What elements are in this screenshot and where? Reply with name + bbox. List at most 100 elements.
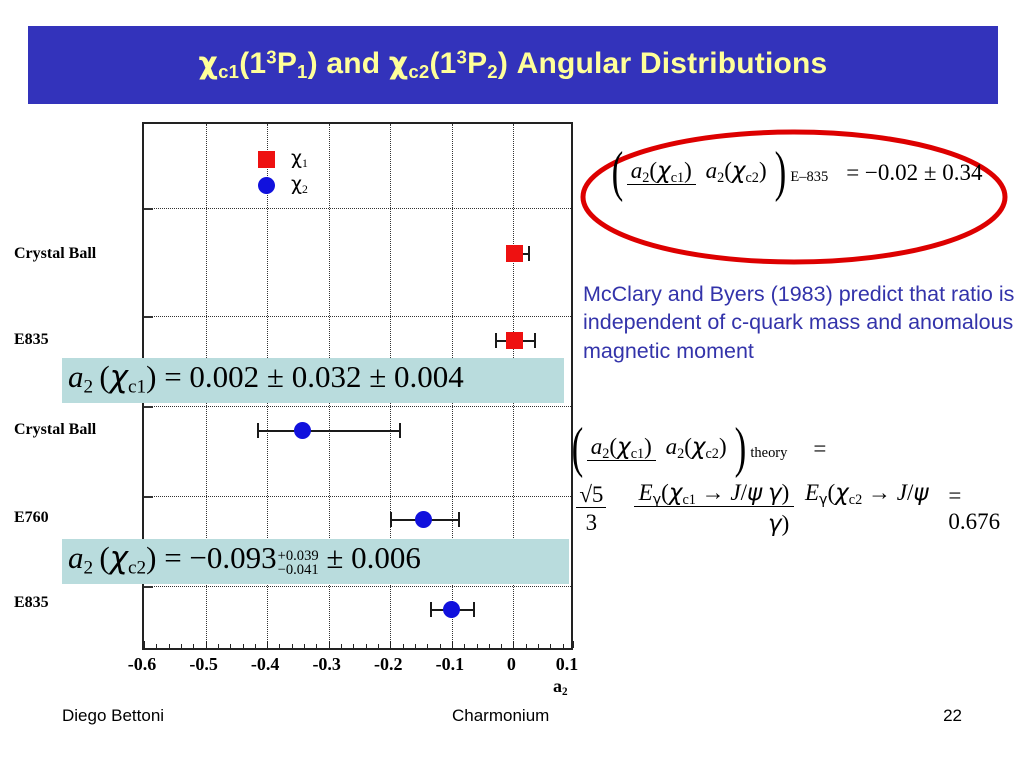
title-chi1-subscript: c1 [218, 61, 240, 83]
title-conjunction: and [317, 47, 389, 81]
measured-ratio-callout: ( a2(χc1) a2(χc2) ) E–835 = −0.02 ± 0.34 [578, 128, 1010, 266]
ratio-fraction: a2(χc1) a2(χc2) [626, 157, 771, 188]
axis-tick-x [267, 641, 269, 648]
error-cap-right [458, 512, 460, 527]
theory-ratio-equation: ( a2(χc1) a2(χc2) ) theory = √5 3 Eγ(χc1… [568, 417, 1018, 540]
axis-tick-x-minor [562, 644, 564, 648]
paren-open: ( [611, 141, 624, 203]
error-cap-left [390, 512, 393, 527]
axis-tick-x-minor [488, 644, 490, 648]
title-tail: Angular Distributions [508, 47, 828, 81]
error-cap-left [430, 602, 433, 617]
title-chi2-subscript: c2 [408, 61, 430, 83]
measured-ratio-value: = −0.02 ± 0.34 [846, 159, 983, 185]
axis-tick-x-minor [193, 644, 195, 648]
result-chi-c2-asym-error: +0.039 −0.041 [277, 547, 319, 579]
photon-energy-denominator: Eγ(χc2 → J/ψ γ) [767, 479, 929, 538]
data-point-chi1 [505, 245, 523, 262]
axis-tick-x-minor [525, 644, 527, 648]
xtick-label: -0.1 [435, 654, 465, 674]
gridline-horizontal [144, 406, 571, 407]
legend-label-chi2: χ2 [291, 172, 308, 197]
ratio-subscript-tag: E–835 [790, 168, 829, 185]
error-cap-left [494, 333, 497, 348]
axis-tick-x [390, 641, 392, 648]
gridline-horizontal [144, 496, 571, 497]
axis-tick-x-minor [353, 644, 355, 648]
axis-tick-x-minor [242, 644, 244, 648]
axis-tick-x-minor [291, 644, 293, 648]
error-cap-right [528, 246, 530, 261]
result-chi-c2-value-post: ± 0.006 [318, 540, 421, 575]
axis-tick-left [144, 208, 153, 210]
paren-close: ) [774, 141, 786, 203]
row-label-e760: E760 [14, 509, 49, 526]
theory-ratio-rhs: √5 3 Eγ(χc1 → J/ψ γ) Eγ(χc2 → J/ψ γ) = 0… [568, 478, 1018, 540]
axis-tick-x-minor [316, 644, 318, 648]
error-cap-right [398, 423, 401, 438]
xtick-label: -0.5 [189, 654, 218, 674]
row-label-crystalball-1: Crystal Ball [14, 245, 97, 262]
theory-subscript-tag: theory [750, 444, 788, 461]
xtick-label: -0.4 [250, 654, 280, 674]
axis-tick-x-minor [550, 644, 552, 648]
axis-tick-x [513, 641, 515, 648]
axis-tick-x-minor [156, 644, 158, 648]
measured-ratio-equation: ( a2(χc1) a2(χc2) ) E–835 = −0.02 ± 0.34 [608, 141, 988, 203]
axis-tick-x-minor [304, 644, 306, 648]
axis-tick-x-minor [501, 644, 503, 648]
page-title: χc1(13P1) and χc2(13P2) Angular Distribu… [199, 46, 828, 83]
legend-label-chi1: χ1 [291, 146, 308, 171]
axis-tick-x-minor [464, 644, 466, 648]
result-chi-c2: a2 (χc2) = −0.093 +0.039 −0.041 ± 0.006 [62, 539, 569, 584]
sqrt5-over-3: √5 3 [568, 481, 615, 536]
axis-tick-x-minor [476, 644, 478, 648]
row-label-e835-2: E835 [14, 594, 49, 611]
title-state1: (13P1) [239, 47, 318, 83]
axis-tick-left [144, 406, 153, 408]
error-cap-left [257, 423, 260, 438]
axis-tick-x-minor [538, 644, 540, 648]
axis-tick-x [451, 641, 453, 648]
gridline-horizontal [144, 586, 571, 587]
axis-tick-x [573, 641, 574, 648]
data-point-chi1 [505, 332, 523, 349]
title-chi1-symbol: χ [198, 46, 219, 82]
error-cap-right [534, 333, 537, 348]
axis-tick-left [144, 316, 153, 318]
row-label-e835-1: E835 [14, 331, 49, 348]
xtick-label: -0.3 [312, 654, 341, 674]
result-chi-c1: a2 (χc1) = 0.002 ± 0.032 ± 0.004 [62, 358, 564, 403]
axis-tick-left [144, 496, 153, 498]
slide-footer: Diego Bettoni Charmonium 22 [62, 706, 962, 732]
xaxis-title: a2 [553, 676, 568, 699]
legend-marker-chi1-square [258, 151, 276, 168]
xtick-label: -0.2 [374, 654, 403, 674]
xtick-label: -0.6 [127, 654, 157, 674]
title-state2: (13P2) [429, 47, 509, 83]
axis-tick-x-minor [168, 644, 170, 648]
footer-subject: Charmonium [452, 706, 550, 725]
paren-open: ( [571, 417, 584, 479]
axis-tick-left [144, 586, 153, 588]
data-point-chi2 [415, 511, 433, 528]
mcclary-byers-note: McClary and Byers (1983) predict that ra… [583, 282, 1015, 363]
axis-tick-x [144, 641, 145, 648]
axis-tick-x-minor [365, 644, 367, 648]
red-oval-shape [580, 129, 1008, 265]
axis-tick-x-minor [402, 644, 404, 648]
gridline-horizontal [144, 316, 571, 317]
axis-tick-x-minor [230, 644, 232, 648]
footer-author: Diego Bettoni [62, 706, 165, 725]
gridline-horizontal [144, 208, 571, 209]
xtick-label: 0 [506, 654, 516, 674]
axis-tick-x [205, 641, 207, 648]
axis-tick-x-minor [279, 644, 281, 648]
data-point-chi2 [442, 601, 460, 618]
result-chi-c2-value-pre: = −0.093 [156, 540, 277, 575]
xtick-label: 0.1 [555, 654, 579, 674]
axis-tick-x-minor [378, 644, 379, 648]
axis-tick-x-minor [180, 644, 182, 648]
legend-marker-chi2-circle [258, 177, 276, 194]
axis-tick-x-minor [341, 644, 342, 648]
